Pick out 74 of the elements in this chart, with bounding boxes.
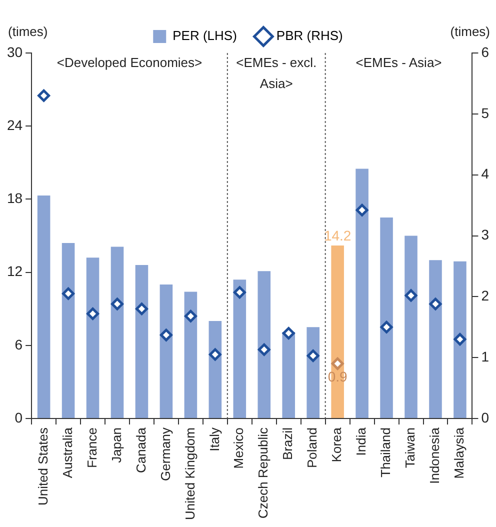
y2-tick-label: 2 [481,288,490,304]
bar [233,280,246,418]
x-tick-label: India [354,426,369,456]
point [356,204,368,216]
x-tick-label: Taiwan [402,428,418,468]
x-tick-label: Poland [304,428,320,468]
bar [208,321,222,418]
x-tick-label: United States [35,427,50,506]
point [233,286,246,299]
data-label: 14.2 [324,227,352,244]
x-tick-label: Malaysia [452,426,467,479]
bar [356,168,368,418]
bar [282,332,296,418]
point [160,328,172,342]
x-tick-label: United Kingdom [182,428,198,520]
point [135,302,148,316]
y-tick-label: 12 [6,263,23,280]
point [111,298,124,310]
x-tick-label: Korea [329,426,344,462]
bar [306,327,320,418]
x-tick-label: Italy [206,427,222,452]
point [454,333,466,346]
y-tick-label: 0 [14,409,23,426]
x-tick-label: France [84,428,100,468]
y-tick-label: 30 [6,44,23,60]
x-tick-label: Thailand [378,428,394,478]
point [62,287,75,300]
bar [37,196,50,418]
point [258,343,270,356]
x-tick-label: Japan [108,428,124,463]
bar [110,246,124,418]
bar [454,261,466,418]
bar [135,264,148,418]
point [380,320,393,334]
legend-label: PBR (RHS) [276,28,343,44]
point [38,89,50,102]
bar [429,260,442,418]
legend-label: PER (LHS) [172,28,237,44]
x-tick-label: Czech Republic [256,427,271,519]
y2-tick-label: 3 [481,226,490,243]
y2-tick-label: 4 [481,166,490,182]
x-tick-label: Mexico [231,428,246,469]
y-tick-label: 6 [14,336,23,352]
point [429,298,442,310]
y-axis-title: (times) [8,24,48,40]
bar [184,292,198,418]
y2-axis-title: (times) [450,24,490,40]
x-tick-label: Canada [133,426,148,474]
y2-tick-label: 5 [481,104,490,121]
x-tick-label: Australia [60,426,75,478]
bar [62,243,75,418]
point [184,310,197,322]
bar [86,258,100,418]
point [306,350,320,362]
bar [160,284,173,418]
bar [404,236,418,418]
point [86,307,100,320]
point [404,289,418,302]
annotation: <EMEs - Asia> [356,55,442,70]
x-tick-label: Brazil [280,427,296,460]
point [282,326,295,340]
y2-tick-label: 1 [481,348,490,364]
x-tick-label: Indonesia [427,426,442,484]
x-tick-label: Germany [158,427,173,481]
annotation: <Developed Economies> [56,55,202,70]
y-tick-label: 18 [6,190,23,206]
bar [258,271,271,418]
y2-tick-label: 0 [481,409,490,426]
bar [380,217,393,418]
point [331,357,344,370]
y2-tick-label: 6 [481,44,490,60]
annotation: <EMEs - excl. Asia> [236,55,317,92]
y-tick-label: 24 [6,116,23,133]
point [208,348,222,361]
